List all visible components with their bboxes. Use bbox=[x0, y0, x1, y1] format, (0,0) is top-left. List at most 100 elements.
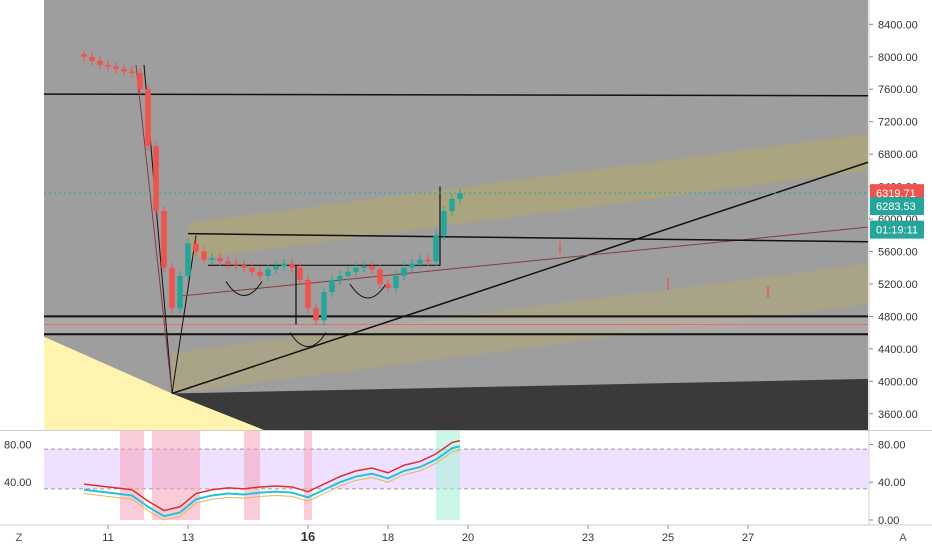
indicator-line-fast bbox=[83, 439, 461, 512]
candle-body bbox=[209, 258, 215, 260]
prev-price-label: 6283.53 bbox=[876, 201, 916, 213]
time-axis-right-button[interactable]: A bbox=[899, 532, 907, 544]
candle-body bbox=[289, 263, 295, 268]
time-tick-label: 23 bbox=[582, 532, 594, 544]
alert-marker bbox=[767, 286, 769, 299]
countdown-label: 01:19:11 bbox=[876, 225, 918, 237]
candle-body bbox=[305, 279, 311, 309]
indicator-left-tick-label: 40.00 bbox=[4, 477, 32, 489]
candle-body bbox=[353, 267, 359, 272]
indicator-tick-label: 80.00 bbox=[878, 439, 906, 451]
time-tick-label: 13 bbox=[182, 532, 194, 544]
candle-body bbox=[89, 56, 95, 61]
candle-body bbox=[113, 66, 119, 69]
candle-body bbox=[249, 267, 255, 272]
candle-body bbox=[393, 275, 399, 289]
candle-body bbox=[337, 275, 343, 280]
time-tick-label: 18 bbox=[382, 532, 394, 544]
range-box-lines bbox=[295, 186, 441, 325]
candle-body bbox=[425, 259, 431, 262]
candle-body bbox=[449, 198, 455, 211]
candle-body bbox=[457, 193, 463, 199]
rising-trend-line bbox=[171, 161, 869, 395]
candle-body bbox=[241, 265, 247, 268]
yellow-triangle-zone bbox=[44, 336, 264, 430]
price-tick-label: 7600.00 bbox=[878, 84, 918, 96]
candle-body bbox=[433, 235, 439, 262]
head-shoulder-arc-left bbox=[225, 281, 263, 297]
candle-body bbox=[225, 261, 231, 264]
candle-body bbox=[409, 263, 415, 268]
indicator-left-tick-label: 80.00 bbox=[4, 439, 32, 451]
candle-body bbox=[329, 279, 335, 293]
candle-body bbox=[185, 243, 191, 276]
candle-body bbox=[377, 269, 383, 284]
countdown-label-bg bbox=[870, 220, 924, 239]
prev-price-label-bg bbox=[870, 197, 924, 216]
candle-body bbox=[297, 267, 303, 280]
candle-body bbox=[169, 267, 175, 309]
candle-body bbox=[105, 64, 111, 67]
time-tick-label: 25 bbox=[662, 532, 674, 544]
alert-marker bbox=[559, 241, 561, 254]
head-shoulder-arc-right bbox=[349, 283, 387, 299]
candle-body bbox=[257, 271, 263, 276]
candle-body bbox=[369, 266, 375, 270]
price-tick-label: 6800.00 bbox=[878, 149, 918, 161]
indicator-highlight-red bbox=[304, 431, 312, 520]
indicator-line-slow bbox=[83, 445, 461, 518]
candle-body bbox=[97, 60, 103, 65]
drop-line-2 bbox=[135, 64, 173, 394]
candle-body bbox=[401, 267, 407, 276]
price-tick-label: 4400.00 bbox=[878, 344, 918, 356]
time-tick-label: 11 bbox=[102, 532, 113, 544]
candle-body bbox=[129, 71, 135, 74]
price-tick-label: 5600.00 bbox=[878, 247, 918, 259]
indicator-tick-label: 40.00 bbox=[878, 477, 906, 489]
candle-body bbox=[145, 89, 151, 147]
candle-body bbox=[385, 283, 391, 289]
candle-body bbox=[177, 275, 183, 309]
indicator-highlight-red bbox=[244, 431, 260, 520]
price-tick-label: 4000.00 bbox=[878, 376, 918, 388]
dark-channel-band bbox=[172, 378, 868, 430]
candle-body bbox=[321, 292, 327, 321]
price-tick-label: 8400.00 bbox=[878, 19, 918, 31]
price-tick-label: 8000.00 bbox=[878, 52, 918, 64]
candle-body bbox=[201, 251, 207, 260]
candle-body bbox=[233, 263, 239, 266]
candle-body bbox=[121, 68, 127, 72]
resistance-trend-line bbox=[43, 93, 869, 97]
candle-body bbox=[345, 271, 351, 276]
upper-channel-fill bbox=[188, 133, 868, 260]
candle-body bbox=[81, 54, 87, 57]
indicator-tick-label: 0.00 bbox=[878, 515, 899, 527]
rebound-line bbox=[171, 235, 197, 394]
candle-body bbox=[193, 243, 199, 252]
indicator-line-signal bbox=[83, 449, 461, 521]
moving-average-line bbox=[179, 226, 869, 297]
time-tick-label: 20 bbox=[462, 532, 474, 544]
candle-body bbox=[153, 146, 159, 211]
candle-body bbox=[137, 73, 143, 90]
price-tick-label: 7200.00 bbox=[878, 117, 918, 129]
indicator-highlight-green bbox=[436, 431, 460, 520]
candle-body bbox=[313, 308, 319, 321]
time-tick-label: 27 bbox=[742, 532, 754, 544]
indicator-highlight-red bbox=[120, 431, 144, 520]
neckline bbox=[187, 232, 869, 243]
candle-body bbox=[161, 210, 167, 268]
alert-marker bbox=[667, 277, 669, 290]
candle-body bbox=[273, 266, 279, 270]
candle-body bbox=[265, 269, 271, 276]
price-tick-label: 4800.00 bbox=[878, 311, 918, 323]
price-tick-label: 3600.00 bbox=[878, 409, 918, 421]
indicator-highlight-red bbox=[152, 431, 200, 520]
candle-body bbox=[361, 266, 367, 268]
head-shoulder-arc-head bbox=[289, 332, 327, 348]
price-tick-label: 5200.00 bbox=[878, 279, 918, 291]
time-axis-left-button[interactable]: Z bbox=[16, 532, 23, 544]
candle-body bbox=[281, 263, 287, 267]
